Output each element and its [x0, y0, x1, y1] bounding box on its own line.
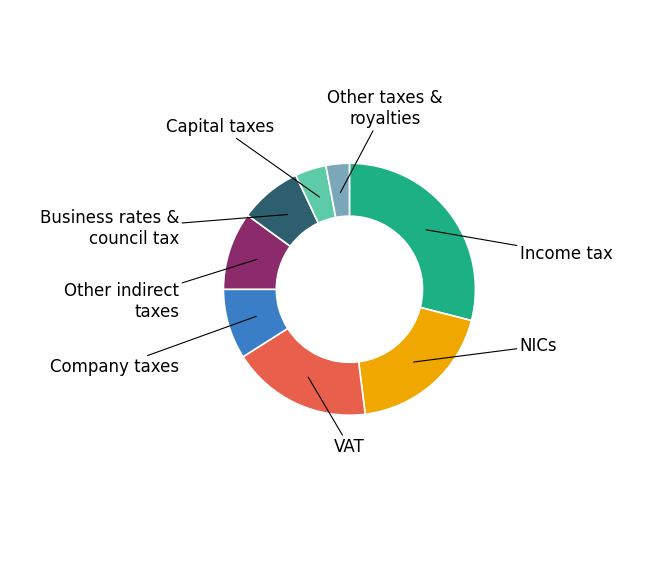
Wedge shape: [223, 289, 288, 357]
Text: Income tax: Income tax: [426, 230, 612, 263]
Text: Business rates &
council tax: Business rates & council tax: [40, 209, 288, 248]
Text: VAT: VAT: [308, 377, 365, 456]
Text: Capital taxes: Capital taxes: [165, 118, 319, 197]
Wedge shape: [349, 163, 475, 320]
Text: Other taxes &
royalties: Other taxes & royalties: [327, 89, 442, 192]
Text: Other indirect
taxes: Other indirect taxes: [65, 259, 257, 321]
Wedge shape: [247, 175, 319, 246]
Text: NICs: NICs: [413, 337, 557, 362]
Wedge shape: [326, 163, 349, 218]
Text: Company taxes: Company taxes: [50, 316, 256, 376]
Wedge shape: [243, 328, 366, 415]
Wedge shape: [296, 165, 336, 223]
Wedge shape: [223, 215, 290, 289]
Wedge shape: [359, 307, 472, 414]
